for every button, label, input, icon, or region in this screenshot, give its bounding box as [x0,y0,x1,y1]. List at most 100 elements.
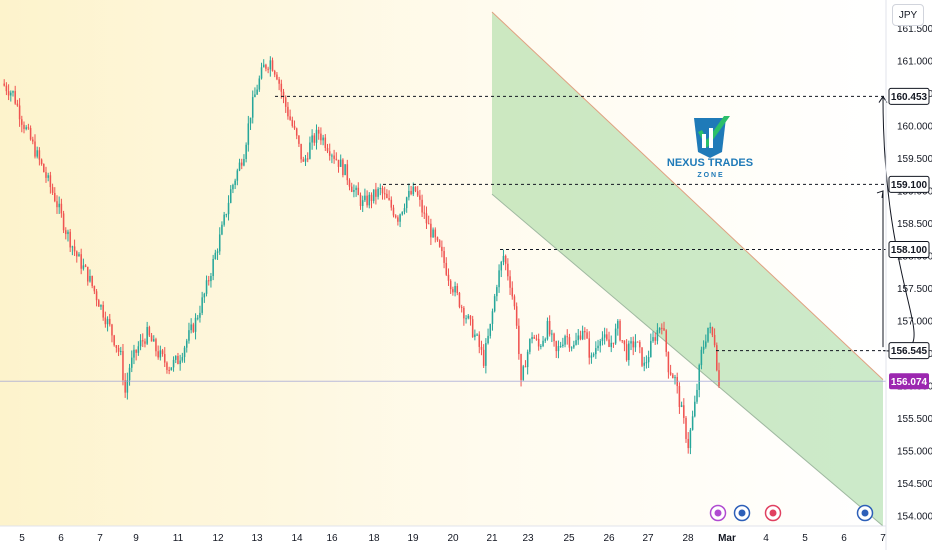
candle-body [251,97,254,118]
candle-body [172,359,175,368]
candle-body [168,369,170,371]
candle-body [87,266,89,282]
candle-body [245,144,247,159]
candle-body [207,280,210,282]
candle-body [317,129,320,134]
candle-body [199,312,201,318]
candle-body [194,317,197,332]
candle-body [67,231,69,235]
candle-body [432,229,434,238]
candle-body [438,240,441,247]
candle-body [240,162,243,166]
candle-body [183,347,186,358]
candle-body [379,188,382,190]
price-tick-label: 155.500 [897,414,932,425]
current-price-tag [889,373,929,390]
candle-body [654,337,656,341]
candle-body [249,117,252,124]
candle-body [491,311,494,324]
level-price-tag [888,342,930,360]
candle-body [485,343,487,366]
candle-body [269,60,272,70]
candle-body [606,334,608,340]
candle-body [102,304,104,318]
current-price-label: 156.074 [891,377,928,388]
candle-body [399,214,401,222]
candle-body [548,320,551,335]
time-tick-label: 19 [407,533,419,544]
candle-body [163,354,166,363]
candle-body [216,251,219,253]
candle-body [122,351,124,381]
candle-body [471,319,474,337]
time-tick-label: 14 [291,533,303,544]
currency-badge[interactable]: JPY [892,4,924,26]
candle-body [414,186,417,192]
candle-body [328,151,331,156]
candle-body [650,341,652,358]
candle-body [526,351,529,368]
candle-body [148,327,151,336]
candle-body [573,344,575,348]
candle-body [630,341,632,344]
time-tick-label: 12 [212,533,224,544]
candle-body [346,164,349,181]
candle-body [32,139,34,142]
price-tick-label: 158.500 [897,219,932,230]
candle-body [647,357,650,363]
candle-body [498,270,500,288]
candle-body [181,357,184,361]
candle-body [401,211,404,215]
candle-body [652,337,654,342]
candle-body [218,234,221,252]
time-axis-background [0,526,932,550]
candle-body [529,339,531,352]
brand-logo: NEXUS TRADES Z O N E [667,116,753,179]
candle-body [518,325,520,355]
candle-body [280,83,283,92]
candle-body [65,230,67,235]
candle-body [333,155,335,159]
candle-body [5,85,8,92]
candle-body [113,335,115,346]
candle-body [56,201,58,208]
candle-body [663,328,665,331]
time-tick-label: 6 [58,533,64,544]
candle-body [185,340,188,348]
candle-body [227,202,230,215]
candle-body [232,184,234,190]
candle-body [73,246,76,252]
candle-body [51,187,54,193]
candle-body [661,327,663,329]
candle-body [47,175,49,178]
candle-body [513,296,516,307]
candle-body [273,71,276,75]
candle-body [366,195,368,206]
candle-body [254,94,256,98]
candle-body [579,335,582,340]
descending-channel [492,12,883,526]
candle-body [203,293,206,298]
candle-body [696,389,698,402]
candle-body [298,135,300,144]
candle-body [179,360,181,365]
candle-body [416,191,419,196]
events-layer[interactable] [709,504,874,522]
candle-body [150,335,153,342]
candle-body [322,137,324,141]
candle-body [687,438,689,449]
candle-body [370,194,373,202]
candle-body [564,336,566,345]
candle-body [152,339,155,342]
candle-body [36,150,38,157]
candle-body [229,189,232,203]
candle-body [174,355,177,360]
candle-body [643,362,645,366]
candle-body [289,116,291,120]
candle-body [324,137,327,148]
candle-body [137,346,140,353]
candle-body [430,223,432,238]
time-tick-label: 27 [642,533,654,544]
